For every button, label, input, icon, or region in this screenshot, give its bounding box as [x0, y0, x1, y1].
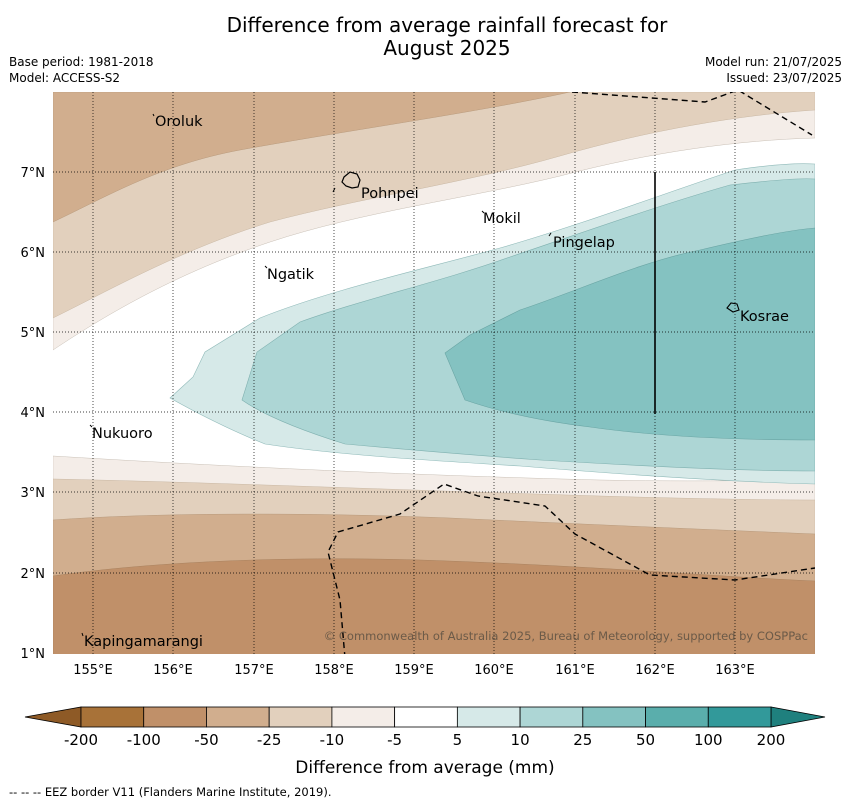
colorbar-bin-6 [456, 706, 521, 728]
lat-tick-1: 1°N [21, 647, 46, 662]
eez-border-south [327, 483, 815, 654]
contour-north-minus-25 [53, 92, 571, 223]
lon-axis: 155°E 156°E 157°E 158°E 159°E 160°E 161°… [73, 663, 755, 678]
lon-tick-163: 163°E [715, 663, 755, 678]
label-pingelap: Pingelap [553, 235, 615, 251]
colorbar-tick-0: -200 [64, 731, 98, 749]
colorbar-bin-0 [80, 706, 145, 728]
lat-tick-3: 3°N [21, 486, 46, 501]
lon-tick-162: 162°E [635, 663, 675, 678]
colorbar-label: Difference from average (mm) [295, 758, 554, 778]
colorbar-bin-10 [707, 706, 772, 728]
oroluk-marker-icon [152, 113, 155, 117]
colorbar-tick-9: 50 [636, 731, 655, 749]
lat-tick-4: 4°N [21, 406, 46, 421]
mokil-marker-icon [481, 210, 485, 214]
contour-layer [53, 92, 815, 654]
eez-border-north [571, 92, 813, 136]
colorbar-bin-3 [268, 706, 333, 728]
colorbar-bin-8 [582, 706, 646, 728]
model-run: Model run: 21/07/2025 [704, 55, 842, 69]
colorbar-tick-4: -10 [320, 731, 345, 749]
place-labels: Oroluk Pohnpei Mokil Pingelap Ngatik Kos… [84, 114, 789, 650]
colorbar-over-arrow [770, 706, 826, 728]
issued-date: Issued: 23/07/2025 [726, 71, 842, 85]
label-oroluk: Oroluk [155, 114, 203, 130]
meta-right: Model run: 21/07/2025 Issued: 23/07/2025 [705, 54, 842, 86]
nukuoro-marker-icon [89, 424, 93, 428]
label-ngatik: Ngatik [267, 267, 315, 283]
title-line-2: August 2025 [383, 36, 511, 60]
chart-title: Difference from average rainfall forecas… [0, 14, 850, 60]
lon-tick-160: 160°E [474, 663, 514, 678]
pohnpei-island-icon [341, 171, 361, 189]
colorbar-bin-4 [331, 706, 396, 728]
contour-south-minus-50 [53, 558, 815, 654]
colorbar-bin-2 [206, 706, 270, 728]
colorbar-tick-8: 25 [573, 731, 592, 749]
colorbar-bin-1 [143, 706, 207, 728]
label-kosrae: Kosrae [740, 309, 789, 325]
kosrae-island-icon [726, 302, 740, 313]
colorbar: -200 -100 -50 -25 -10 -5 5 10 25 50 100 200 [24, 706, 826, 749]
eez-borders [327, 92, 815, 654]
label-mokil: Mokil [483, 211, 521, 227]
lat-tick-5: 5°N [21, 326, 46, 341]
pohnpei-islet-icon [332, 187, 336, 193]
colorbar-tick-3: -25 [257, 731, 282, 749]
atoll-markers [81, 113, 552, 637]
lon-tick-155: 155°E [73, 663, 113, 678]
label-pohnpei: Pohnpei [361, 186, 419, 202]
label-nukuoro: Nukuoro [92, 426, 153, 442]
label-kapingamarangi: Kapingamarangi [84, 634, 203, 650]
colorbar-under-arrow [24, 706, 82, 728]
lon-tick-157: 157°E [234, 663, 274, 678]
contour-plus-25 [444, 227, 815, 441]
graticule [53, 92, 815, 654]
eez-footnote: -- -- -- EEZ border V11 (Flanders Marine… [9, 785, 332, 799]
lon-tick-156: 156°E [153, 663, 193, 678]
colorbar-tick-2: -50 [194, 731, 219, 749]
colorbar-tick-11: 200 [757, 731, 786, 749]
colorbar-tick-10: 100 [694, 731, 723, 749]
colorbar-tick-5: -5 [387, 731, 402, 749]
copyright-notice: © Commonwealth of Australia 2025, Bureau… [324, 629, 808, 643]
lon-tick-159: 159°E [394, 663, 434, 678]
colorbar-bin-7 [519, 706, 584, 728]
lat-axis: 1°N 2°N 3°N 4°N 5°N 6°N 7°N [21, 166, 46, 662]
colorbar-bin-5 [394, 706, 458, 728]
title-line-1: Difference from average rainfall forecas… [226, 13, 668, 37]
lat-tick-2: 2°N [21, 567, 46, 582]
pingelap-marker-icon [548, 232, 552, 237]
lat-tick-6: 6°N [21, 246, 46, 261]
model-name: Model: ACCESS-S2 [9, 71, 121, 85]
base-period: Base period: 1981-2018 [9, 55, 154, 69]
meta-left: Base period: 1981-2018 Model: ACCESS-S2 [9, 54, 154, 86]
lat-tick-7: 7°N [21, 166, 46, 181]
colorbar-bin-9 [645, 706, 709, 728]
ngatik-marker-icon [264, 265, 268, 269]
kapingamarangi-marker-icon [81, 632, 84, 637]
lon-tick-158: 158°E [314, 663, 354, 678]
colorbar-tick-6: 5 [453, 731, 463, 749]
colorbar-tick-7: 10 [511, 731, 530, 749]
lon-tick-161: 161°E [555, 663, 595, 678]
colorbar-tick-1: -100 [127, 731, 161, 749]
